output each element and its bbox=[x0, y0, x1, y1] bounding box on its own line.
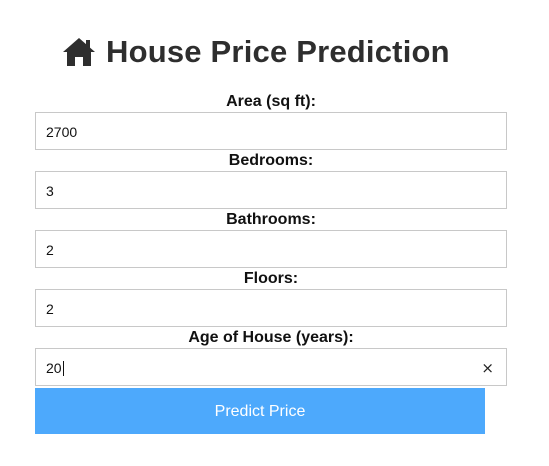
clear-icon[interactable]: × bbox=[481, 359, 494, 377]
page-title: House Price Prediction bbox=[106, 34, 450, 69]
area-input[interactable]: 2700 bbox=[35, 112, 507, 150]
page-header: House Price Prediction bbox=[62, 32, 450, 72]
floors-input[interactable]: 2 bbox=[35, 289, 507, 327]
bedrooms-value: 3 bbox=[46, 183, 54, 199]
floors-label: Floors: bbox=[243, 270, 299, 287]
age-input[interactable]: 20 × bbox=[35, 348, 507, 386]
age-value-wrap: 20 bbox=[46, 349, 64, 387]
area-label: Area (sq ft): bbox=[226, 93, 316, 110]
age-value: 20 bbox=[46, 360, 62, 376]
age-label: Age of House (years): bbox=[188, 329, 354, 346]
prediction-form: Area (sq ft): 2700 Bedrooms: 3 Bathrooms… bbox=[35, 92, 507, 387]
bathrooms-label: Bathrooms: bbox=[226, 211, 316, 228]
home-icon bbox=[63, 38, 95, 66]
floors-value: 2 bbox=[46, 301, 54, 317]
text-caret bbox=[62, 360, 64, 376]
bathrooms-input[interactable]: 2 bbox=[35, 230, 507, 268]
area-value: 2700 bbox=[46, 124, 78, 140]
bedrooms-input[interactable]: 3 bbox=[35, 171, 507, 209]
predict-price-button[interactable]: Predict Price bbox=[35, 388, 485, 434]
bathrooms-value: 2 bbox=[46, 242, 54, 258]
bedrooms-label: Bedrooms: bbox=[228, 152, 314, 169]
